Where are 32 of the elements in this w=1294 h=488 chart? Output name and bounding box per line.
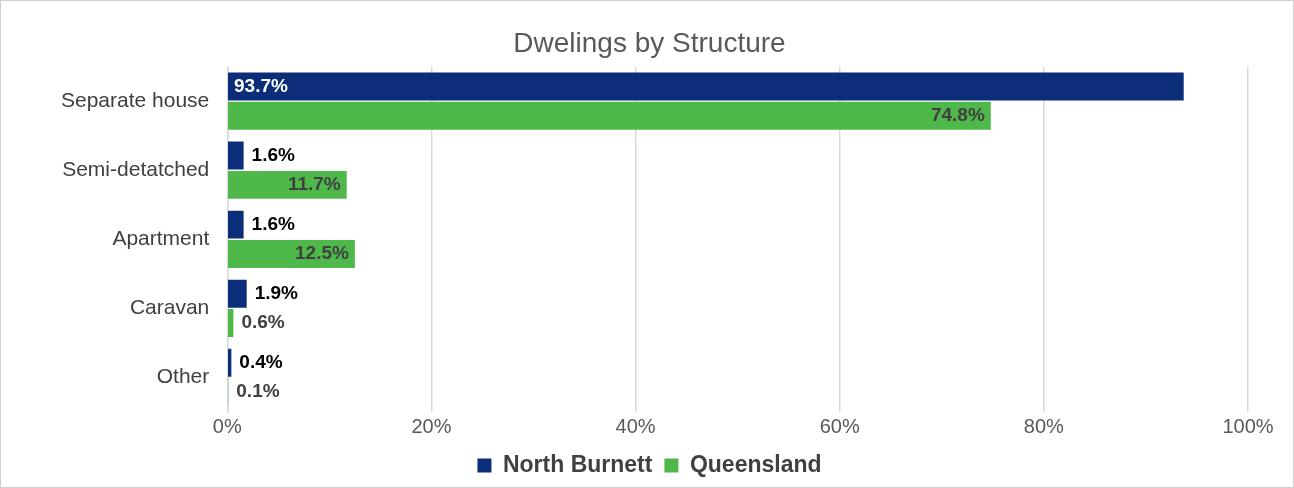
x-tick-label: 40% — [615, 414, 656, 437]
bar — [228, 348, 232, 377]
bar — [228, 279, 247, 308]
y-tick-label: Caravan — [129, 295, 210, 319]
bar — [228, 309, 234, 338]
x-tick-label: 80% — [1023, 414, 1065, 437]
x-tick-label: 100% — [1222, 414, 1274, 437]
y-tick-label: Other — [156, 364, 210, 388]
x-tick-label: 0% — [212, 414, 242, 437]
data-label: 12.5% — [295, 242, 349, 264]
legend-label: North Burnett — [502, 450, 653, 477]
bar — [228, 141, 244, 170]
data-label: 0.1% — [236, 380, 280, 402]
data-label: 1.6% — [251, 212, 296, 234]
data-label: 11.7% — [287, 173, 341, 195]
data-label: 93.7% — [234, 74, 289, 96]
y-tick-label: Semi-detatched — [62, 157, 210, 181]
data-label: 1.6% — [251, 143, 296, 165]
x-tick-label: 60% — [819, 414, 860, 437]
bar — [228, 101, 991, 130]
legend-label: Queensland — [689, 450, 822, 477]
y-tick-label: Separate house — [60, 87, 210, 111]
chart-title: Dwelings by Structure — [513, 26, 786, 58]
x-tick-label: 20% — [411, 414, 452, 437]
bar — [228, 72, 1184, 101]
bar — [228, 210, 244, 239]
y-tick-label: Apartment — [112, 226, 210, 250]
data-label: 74.8% — [930, 104, 985, 126]
data-label: 1.9% — [254, 281, 299, 303]
data-label: 0.6% — [241, 311, 285, 333]
data-label: 0.4% — [239, 351, 283, 373]
bar — [228, 170, 347, 199]
